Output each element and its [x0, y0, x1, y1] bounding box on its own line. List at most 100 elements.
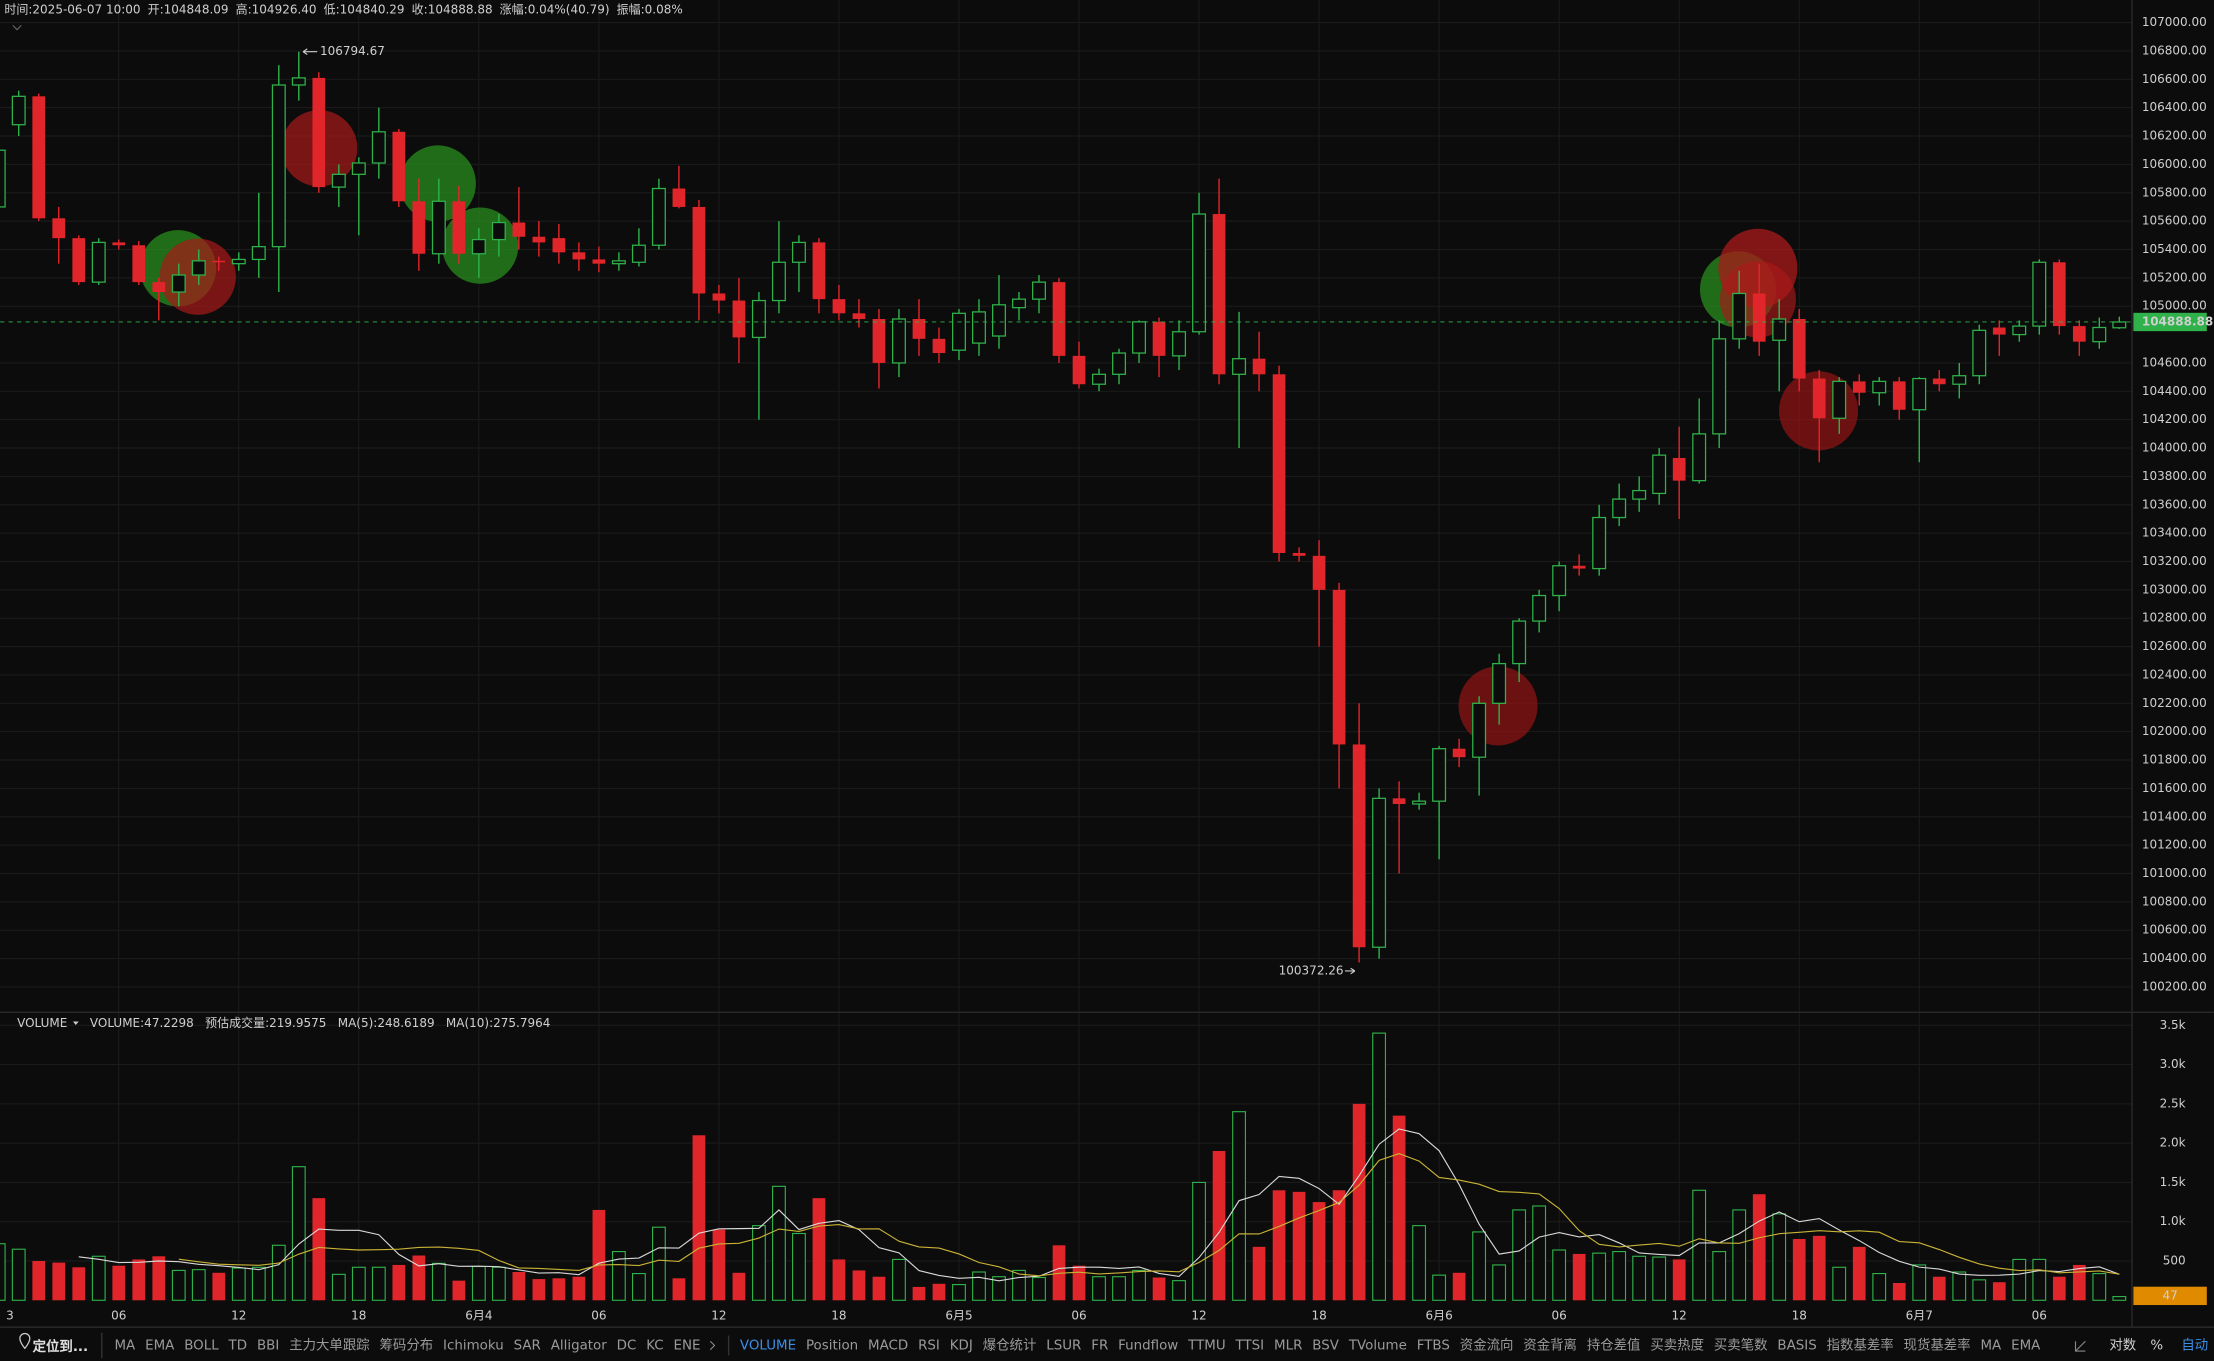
candle-body [1012, 298, 1026, 309]
candle-body [1992, 327, 2006, 335]
indicator-button[interactable]: BBI [257, 1338, 279, 1353]
volume-legend[interactable]: VOLUME [17, 1016, 67, 1030]
y-tick-label: 100200.00 [2142, 979, 2207, 993]
candle-body [1952, 375, 1967, 385]
indicator-button[interactable]: 筹码分布 [380, 1336, 434, 1353]
indicator-button[interactable]: 现货基差率 [1904, 1336, 1971, 1353]
indicator-button[interactable]: EMA [2011, 1338, 2041, 1353]
volume-bar [1112, 1276, 1126, 1301]
indicator-button[interactable]: Fundflow [1118, 1338, 1178, 1353]
indicator-button[interactable]: 主力大单跟踪 [289, 1337, 369, 1353]
indicator-button[interactable]: BASIS [1777, 1338, 1816, 1353]
indicator-button[interactable]: TVolume [1348, 1338, 1407, 1353]
y-tick-label: 101600.00 [2142, 781, 2207, 795]
candle-body [932, 338, 946, 354]
y-tick-label: 105800.00 [2142, 185, 2207, 199]
candle-body [732, 300, 746, 338]
volume-bar [1372, 1032, 1387, 1301]
candle-body [1172, 331, 1187, 357]
indicator-button[interactable]: VOLUME [740, 1338, 796, 1353]
indicator-button[interactable]: MA [114, 1338, 136, 1353]
candle-body [972, 311, 986, 344]
candle-body [1572, 565, 1586, 569]
x-tick-label: 12 [231, 1308, 246, 1322]
volume-bar [812, 1198, 826, 1301]
volume-bar [1652, 1256, 1667, 1301]
candle-body [692, 206, 706, 294]
indicator-button[interactable]: MACD [868, 1338, 908, 1353]
candle-body [291, 77, 306, 86]
indicator-button[interactable]: 持仓差值 [1587, 1337, 1641, 1353]
volume-bar [2092, 1273, 2107, 1301]
volume-bar [351, 1266, 366, 1301]
indicator-button[interactable]: 买卖笔数 [1714, 1337, 1768, 1353]
scale-option[interactable]: 对数 [2109, 1337, 2136, 1353]
indicator-button[interactable]: 指数基差率 [1827, 1336, 1894, 1353]
indicator-button[interactable]: KDJ [950, 1338, 973, 1353]
scale-option[interactable]: 自动 [2181, 1337, 2208, 1353]
indicator-button[interactable]: BOLL [184, 1338, 219, 1353]
indicator-button[interactable]: KC [646, 1338, 663, 1353]
candle-body [1892, 381, 1906, 410]
indicator-button[interactable]: TD [228, 1338, 248, 1353]
indicator-button[interactable]: TTMU [1187, 1338, 1226, 1353]
indicator-button[interactable]: FR [1091, 1338, 1108, 1353]
volume-bar [852, 1270, 866, 1301]
collapse-icon[interactable] [12, 25, 22, 31]
indicator-button[interactable]: Alligator [551, 1338, 608, 1353]
locate-icon[interactable] [19, 1332, 31, 1350]
more-icon[interactable] [709, 1340, 716, 1351]
volume-bar [171, 1269, 186, 1301]
y2-tick-label: 2.0k [2160, 1136, 2186, 1150]
volume-bar [1232, 1111, 1246, 1301]
header-value: 104926.40 [252, 2, 317, 16]
locate-button[interactable]: 定位到... [33, 1338, 88, 1355]
volume-bar [1732, 1209, 1747, 1301]
indicator-button[interactable]: LSUR [1046, 1338, 1081, 1353]
candle-body [2052, 262, 2066, 327]
indicator-button[interactable]: FTBS [1417, 1338, 1450, 1353]
volume-bar [212, 1272, 226, 1301]
candle-body [1312, 555, 1326, 590]
indicator-button[interactable]: ENE [674, 1338, 701, 1353]
indicator-button[interactable]: BSV [1312, 1338, 1339, 1353]
indicator-button[interactable]: MLR [1274, 1338, 1302, 1353]
candle-body [1532, 594, 1547, 622]
indicator-button[interactable]: 爆仓统计 [983, 1337, 1037, 1353]
indicator-button[interactable]: 资金背离 [1523, 1336, 1577, 1353]
header-label: 时间: [4, 2, 32, 16]
volume-bar [1312, 1202, 1326, 1301]
volume-bar [2052, 1276, 2066, 1301]
y-tick-label: 101800.00 [2142, 753, 2207, 767]
candle-body [832, 299, 846, 314]
candle-body [72, 238, 86, 283]
candle-body [32, 96, 46, 219]
indicator-button[interactable]: RSI [918, 1338, 940, 1353]
candle-body [251, 246, 266, 261]
candle-body [2072, 326, 2086, 342]
scale-option[interactable]: % [2150, 1338, 2163, 1353]
indicator-button[interactable]: MA [1980, 1338, 2002, 1353]
y2-tick-label: 500 [2163, 1254, 2186, 1268]
candle-body [1032, 281, 1046, 300]
volume-bar [1512, 1209, 1527, 1301]
draw-icon[interactable] [2074, 1340, 2086, 1352]
y-tick-label: 104600.00 [2142, 355, 2207, 369]
indicator-button[interactable]: TTSI [1235, 1338, 1265, 1353]
volume-bar [191, 1269, 206, 1301]
indicator-button[interactable]: SAR [514, 1338, 541, 1353]
volume-bar [1192, 1181, 1206, 1301]
indicator-button[interactable]: DC [617, 1338, 637, 1353]
indicator-button[interactable]: 资金流向 [1460, 1337, 1514, 1353]
indicator-button[interactable]: EMA [145, 1338, 175, 1353]
volume-bar [1832, 1266, 1847, 1301]
indicator-button[interactable]: Position [806, 1338, 858, 1353]
dropdown-icon[interactable] [72, 1021, 79, 1025]
x-tick-label: 18 [351, 1308, 366, 1322]
candle-body [1132, 321, 1147, 354]
candle-body [2092, 326, 2107, 343]
candle-body [611, 260, 626, 265]
indicator-button[interactable]: Ichimoku [443, 1338, 504, 1353]
indicator-button[interactable]: 买卖热度 [1650, 1337, 1704, 1353]
